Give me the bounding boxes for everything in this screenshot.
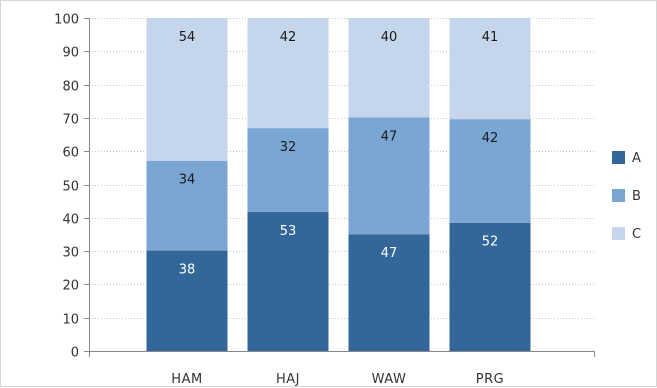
y-tick-label-40: 40 <box>62 213 79 228</box>
bar-haj-b <box>247 128 329 213</box>
legend-label-a: A <box>632 151 641 166</box>
data-label-waw-b: 47 <box>381 129 398 144</box>
y-tick-label-20: 20 <box>62 279 79 294</box>
bar-waw-c <box>348 18 430 118</box>
bars <box>146 18 531 351</box>
data-label-waw-c: 40 <box>381 30 398 45</box>
legend-swatch-a <box>612 151 625 164</box>
bar-ham-b <box>146 160 228 251</box>
axes: 0 10 20 30 40 50 60 70 80 90 100 HAM HAJ WAW PRG <box>54 13 595 387</box>
x-tick-label-waw: WAW <box>372 372 407 387</box>
y-tick-label-60: 60 <box>62 146 79 161</box>
x-tick-label-prg: PRG <box>476 372 504 387</box>
data-label-ham-b: 34 <box>179 173 196 188</box>
bar-ham-c <box>146 18 228 161</box>
legend: A B C <box>612 151 641 242</box>
x-tick-label-haj: HAJ <box>276 372 300 387</box>
y-tick-label-90: 90 <box>62 46 79 61</box>
bar-waw-a <box>348 234 430 351</box>
bar-haj-c <box>247 18 329 129</box>
y-tick-label-0: 0 <box>71 346 79 361</box>
y-tick-label-10: 10 <box>62 313 79 328</box>
bar-prg-b <box>449 119 531 223</box>
data-label-prg-b: 42 <box>482 131 499 146</box>
data-label-ham-c: 54 <box>179 30 196 45</box>
legend-swatch-b <box>612 189 625 202</box>
bar-prg-c <box>449 18 531 120</box>
y-tick-label-70: 70 <box>62 113 79 128</box>
data-label-prg-a: 52 <box>482 235 499 250</box>
bar-prg-a <box>449 222 531 351</box>
y-tick-label-80: 80 <box>62 80 79 95</box>
data-label-haj-a: 53 <box>280 224 297 239</box>
data-label-ham-a: 38 <box>179 263 196 278</box>
y-tick-label-30: 30 <box>62 246 79 261</box>
data-label-waw-a: 47 <box>381 246 398 261</box>
bar-ham-a <box>146 250 228 351</box>
legend-swatch-c <box>612 227 625 240</box>
data-label-haj-b: 32 <box>280 140 297 155</box>
data-label-prg-c: 41 <box>482 30 499 45</box>
bar-waw-b <box>348 117 430 235</box>
data-label-haj-c: 42 <box>280 30 297 45</box>
data-labels: 38 34 54 53 32 42 47 47 40 52 42 41 <box>179 30 499 278</box>
legend-label-c: C <box>632 227 641 242</box>
y-tick-label-100: 100 <box>54 13 79 28</box>
y-tick-label-50: 50 <box>62 180 79 195</box>
x-tick-label-ham: HAM <box>171 372 202 387</box>
bar-haj-a <box>247 212 329 351</box>
legend-label-b: B <box>632 189 641 204</box>
